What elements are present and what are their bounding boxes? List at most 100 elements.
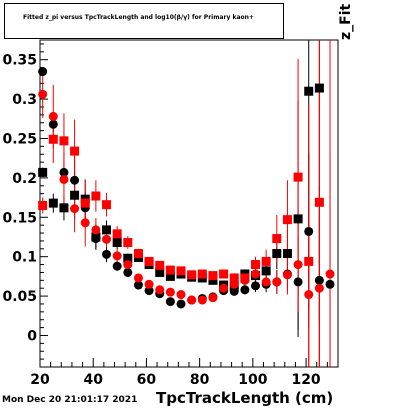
data-point-square [293,214,303,224]
data-point-square [187,270,197,280]
data-point-square [144,256,154,266]
x-axis-label: TpcTrackLength (cm) [156,389,334,407]
data-point-circle [59,167,69,177]
x-tick-label: 20 [30,372,50,388]
chart-title: Fitted z_pi versus TpcTrackLength and lo… [23,14,254,21]
data-point-square [155,267,165,277]
marker-layer [38,67,335,309]
y-axis-label: z_Fit [338,3,354,40]
data-point-circle [165,287,175,297]
data-point-circle [123,260,133,270]
data-point-circle [187,295,197,305]
title-box: Fitted z_pi versus TpcTrackLength and lo… [4,3,284,39]
data-point-circle [208,293,218,303]
data-point-circle [165,297,175,307]
data-point-circle [314,283,324,293]
data-point-square [208,271,218,281]
data-point-square [304,86,314,96]
data-point-square [48,134,58,144]
data-point-circle [112,251,122,261]
data-point-square [219,269,229,279]
data-point-square [70,190,80,200]
data-point-square [91,232,101,242]
data-point-square [282,249,292,259]
data-point-circle [304,290,314,300]
data-point-circle [102,249,112,259]
data-point-square [261,256,271,266]
data-point-square [261,266,271,276]
y-tick-label: 0.2 [12,171,37,187]
data-point-square [102,225,112,235]
data-point-circle [59,174,69,184]
data-point-circle [304,226,314,236]
data-point-circle [176,299,186,309]
data-point-square [112,229,122,239]
data-point-circle [261,277,271,287]
data-point-square [314,83,324,93]
data-point-square [251,260,261,270]
data-point-square [155,260,165,270]
data-point-square [165,265,175,275]
data-point-square [102,200,112,210]
data-point-circle [325,279,335,289]
data-point-square [91,191,101,201]
data-point-circle [38,67,48,77]
data-point-circle [197,295,207,305]
data-point-square [197,269,207,279]
data-point-circle [48,119,58,129]
x-tick-label: 60 [137,372,157,388]
data-point-square [304,256,314,266]
data-point-circle [293,260,303,270]
data-point-circle [91,225,101,235]
data-point-square [59,203,69,213]
data-point-square [165,271,175,281]
data-point-square [59,136,69,146]
y-tick-label: 0.25 [2,131,37,147]
data-point-circle [293,277,303,287]
data-point-circle [314,275,324,285]
data-point-square [80,198,90,208]
data-point-circle [251,281,261,291]
data-point-square [38,167,48,177]
data-point-square [38,200,48,210]
data-point-circle [112,261,122,271]
x-tick-label: 80 [190,372,210,388]
y-tick-label: 0.3 [12,92,37,108]
data-point-square [176,266,186,276]
data-point-square [112,238,122,248]
data-point-circle [272,277,282,287]
data-point-circle [38,89,48,99]
data-point-square [229,273,239,283]
y-tick-label: 0.15 [2,210,37,226]
data-point-circle [70,204,80,214]
data-point-circle [80,218,90,228]
data-point-circle [219,283,229,293]
data-point-circle [251,269,261,279]
data-point-square [314,197,324,207]
data-point-square [282,215,292,225]
data-point-square [293,172,303,182]
data-point-square [272,249,282,259]
data-point-square [123,253,133,263]
x-tick-label: 100 [238,372,267,388]
data-point-circle [70,175,80,185]
data-point-square [240,273,250,283]
data-point-square [70,146,80,156]
data-point-square [48,198,58,208]
data-point-circle [102,234,112,244]
data-point-circle [133,273,143,283]
y-tick-label: 0.05 [2,289,37,305]
data-point-square [208,275,218,285]
data-point-square [272,234,282,244]
data-point-circle [144,279,154,289]
data-point-circle [144,286,154,296]
data-point-square [123,238,133,248]
data-point-circle [133,280,143,290]
data-point-circle [282,270,292,280]
data-point-circle [123,267,133,277]
data-point-square [133,249,143,259]
data-point-circle [155,285,165,295]
data-point-circle [48,111,58,121]
x-tick-label: 120 [291,372,320,388]
